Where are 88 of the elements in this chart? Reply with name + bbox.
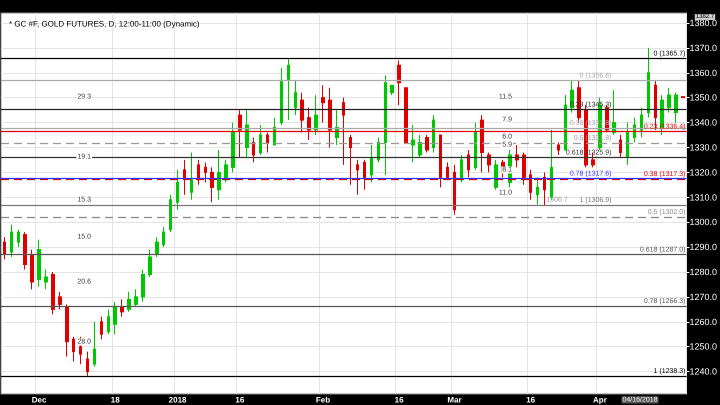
candlestick — [30, 249, 34, 290]
y-tick-label: 1250.0 — [689, 342, 718, 352]
y-tick-label: 1270.0 — [689, 292, 718, 302]
y-tick-label: 1340.0 — [689, 118, 718, 128]
candlestick — [460, 154, 463, 183]
candlestick — [252, 137, 255, 163]
candlestick — [162, 226, 165, 248]
candlestick — [487, 152, 491, 173]
x-tick-label: 16 — [235, 396, 245, 404]
x-tick-label: 2018 — [168, 396, 188, 404]
candlestick — [370, 144, 373, 183]
x-tick-label: 16 — [526, 396, 536, 404]
candlestick — [321, 84, 325, 124]
candlestick — [86, 351, 89, 376]
candlestick — [155, 236, 159, 258]
x-tick-label: 16 — [394, 396, 404, 404]
candlestick — [245, 110, 249, 158]
candlestick — [612, 90, 616, 136]
candlestick — [10, 224, 13, 258]
candlestick — [432, 114, 435, 153]
x-tick-label: Mar — [447, 396, 462, 404]
candlestick — [93, 321, 96, 368]
y-tick-label: 1260.0 — [689, 316, 718, 327]
candlestick — [287, 58, 290, 121]
candlestick — [141, 268, 145, 302]
x-tick-label: Apr — [593, 396, 607, 404]
y-tick-label: 1290.0 — [689, 242, 718, 252]
candlestick — [113, 301, 117, 335]
candlestick — [411, 124, 415, 163]
candlestick — [564, 94, 567, 150]
x-tick-label: Dec — [32, 396, 47, 404]
candlestick — [515, 144, 519, 168]
candlestick — [148, 249, 152, 278]
candlestick — [467, 149, 470, 178]
candlestick — [384, 74, 387, 176]
y-tick-label: 1320.0 — [689, 167, 718, 178]
candlestick — [377, 137, 380, 163]
y-tick-label: 1380.0 — [689, 18, 718, 28]
candlestick — [134, 288, 138, 308]
candlestick — [681, 96, 685, 99]
y-tick-label: 1280.0 — [689, 266, 718, 277]
candlestick — [390, 84, 394, 96]
candlestick — [72, 336, 75, 362]
candlestick — [439, 134, 442, 188]
x-tick-label: Feb — [316, 396, 330, 404]
candlestick — [23, 232, 27, 270]
candlestick — [314, 94, 318, 136]
candlestick — [294, 80, 297, 116]
candlestick — [418, 134, 422, 158]
candlestick — [647, 47, 650, 118]
candlestick — [190, 152, 193, 200]
text: * GC #F, GOLD FUTURES, D, 12:00-11:00 (Dynamic) — [9, 20, 200, 28]
y-tick-label: 1350.0 — [689, 92, 718, 103]
candlestick — [259, 124, 262, 156]
y-tick-label: 1240.0 — [689, 366, 718, 377]
candlestick — [619, 134, 622, 158]
candlestick — [107, 308, 110, 335]
candlestick — [280, 67, 283, 126]
candlestick — [626, 122, 629, 166]
y-tick-label: 1310.0 — [689, 192, 718, 202]
candlestick — [37, 239, 41, 288]
candlestick — [120, 298, 124, 318]
candlestick — [65, 304, 69, 358]
y-tick-label: 1360.0 — [689, 68, 718, 78]
candlestick — [640, 107, 643, 138]
y-tick-label: 1330.0 — [689, 142, 718, 152]
candlestick — [17, 229, 20, 248]
candlestick — [3, 236, 6, 260]
candlestick — [58, 291, 62, 310]
candlestick — [217, 149, 221, 200]
x-tick-label: 18 — [110, 396, 120, 404]
candlestick — [51, 271, 55, 315]
candlestick — [536, 176, 539, 206]
candlestick — [169, 194, 172, 233]
candlestick — [667, 87, 671, 114]
y-tick-label: 1300.0 — [689, 217, 718, 228]
candlestick — [557, 142, 560, 156]
candlestick — [474, 122, 477, 170]
candlestick — [176, 169, 179, 210]
candlestick — [425, 134, 429, 153]
candlestick — [494, 159, 498, 190]
candlestick — [231, 122, 235, 173]
candlestick — [397, 60, 401, 106]
candlestick — [674, 92, 678, 124]
candlestick — [127, 291, 131, 312]
candlestick — [44, 268, 48, 290]
candlestick — [100, 316, 103, 340]
y-tick-label: 1370.0 — [689, 42, 718, 53]
